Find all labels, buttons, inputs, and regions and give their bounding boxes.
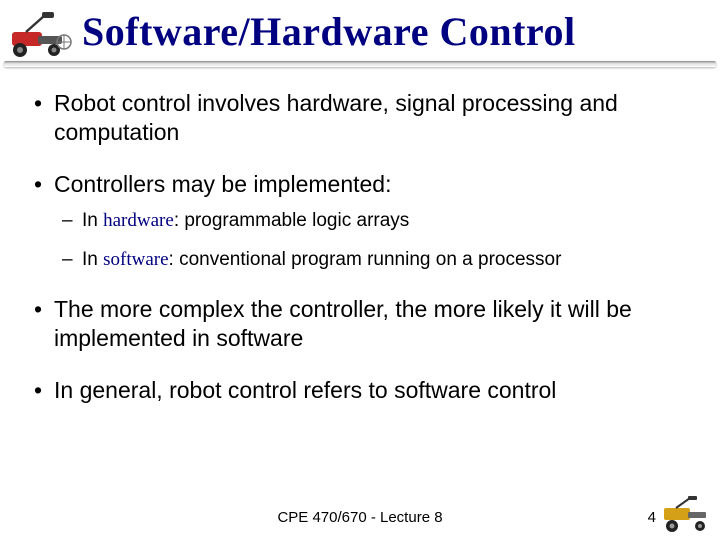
slide-footer: CPE 470/670 - Lecture 8 [0, 509, 720, 526]
sub-bullet-prefix: In [82, 210, 103, 231]
bullet-text: Robot control involves hardware, signal … [54, 90, 618, 145]
bullet-item: The more complex the controller, the mor… [30, 295, 690, 354]
corner-robot-icon [660, 496, 716, 536]
slide-title: Software/Hardware Control [0, 8, 720, 55]
page-number: 4 [648, 509, 656, 526]
sub-bullet-list: In hardware: programmable logic arrays I… [54, 209, 690, 272]
slide-body: Robot control involves hardware, signal … [0, 67, 720, 405]
sub-bullet-rest: : programmable logic arrays [174, 210, 409, 231]
sub-bullet-prefix: In [82, 249, 103, 270]
bullet-item: Controllers may be implemented: In hardw… [30, 170, 690, 273]
sub-bullet-item: In hardware: programmable logic arrays [54, 209, 690, 234]
bullet-item: Robot control involves hardware, signal … [30, 89, 690, 148]
bullet-list: Robot control involves hardware, signal … [30, 89, 690, 405]
slide-header: Software/Hardware Control [0, 0, 720, 67]
keyword-hardware: hardware [103, 210, 174, 231]
bullet-item: In general, robot control refers to soft… [30, 376, 690, 405]
title-underline [4, 61, 716, 67]
bullet-text: Controllers may be implemented: [54, 171, 391, 197]
bullet-text: In general, robot control refers to soft… [54, 377, 556, 403]
keyword-software: software [103, 249, 168, 270]
sub-bullet-item: In software: conventional program runnin… [54, 248, 690, 273]
bullet-text: The more complex the controller, the mor… [54, 296, 632, 351]
sub-bullet-rest: : conventional program running on a proc… [169, 249, 562, 270]
robot-mower-icon [6, 10, 76, 62]
